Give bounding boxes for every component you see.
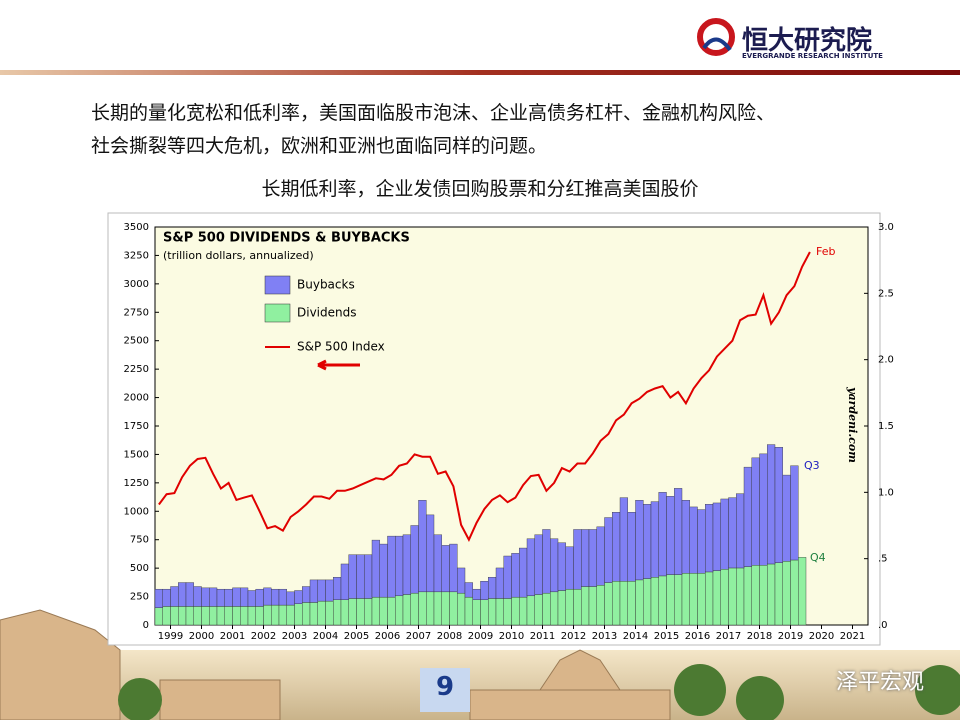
header-rule <box>0 70 960 75</box>
watermark: 泽平宏观 <box>836 670 925 695</box>
logo-subtext: EVERGRANDE RESEARCH INSTITUTE <box>742 52 883 60</box>
trees <box>118 664 960 720</box>
body-text: 长期的量化宽松和低利率，美国面临股市泡沫、企业高债务杠杆、金融机构风险、 <box>91 102 776 124</box>
page-number: 9 <box>435 672 455 702</box>
logo-text: 恒大研究院 <box>742 26 873 56</box>
page-number-box <box>420 668 470 712</box>
chart-caption: 长期低利率，企业发债回购股票和分红推高美国股价 <box>261 178 699 200</box>
logo-icon <box>697 18 735 56</box>
body-text: 社会撕裂等四大危机，欧洲和亚洲也面临同样的问题。 <box>91 135 548 157</box>
buildings <box>0 609 671 720</box>
